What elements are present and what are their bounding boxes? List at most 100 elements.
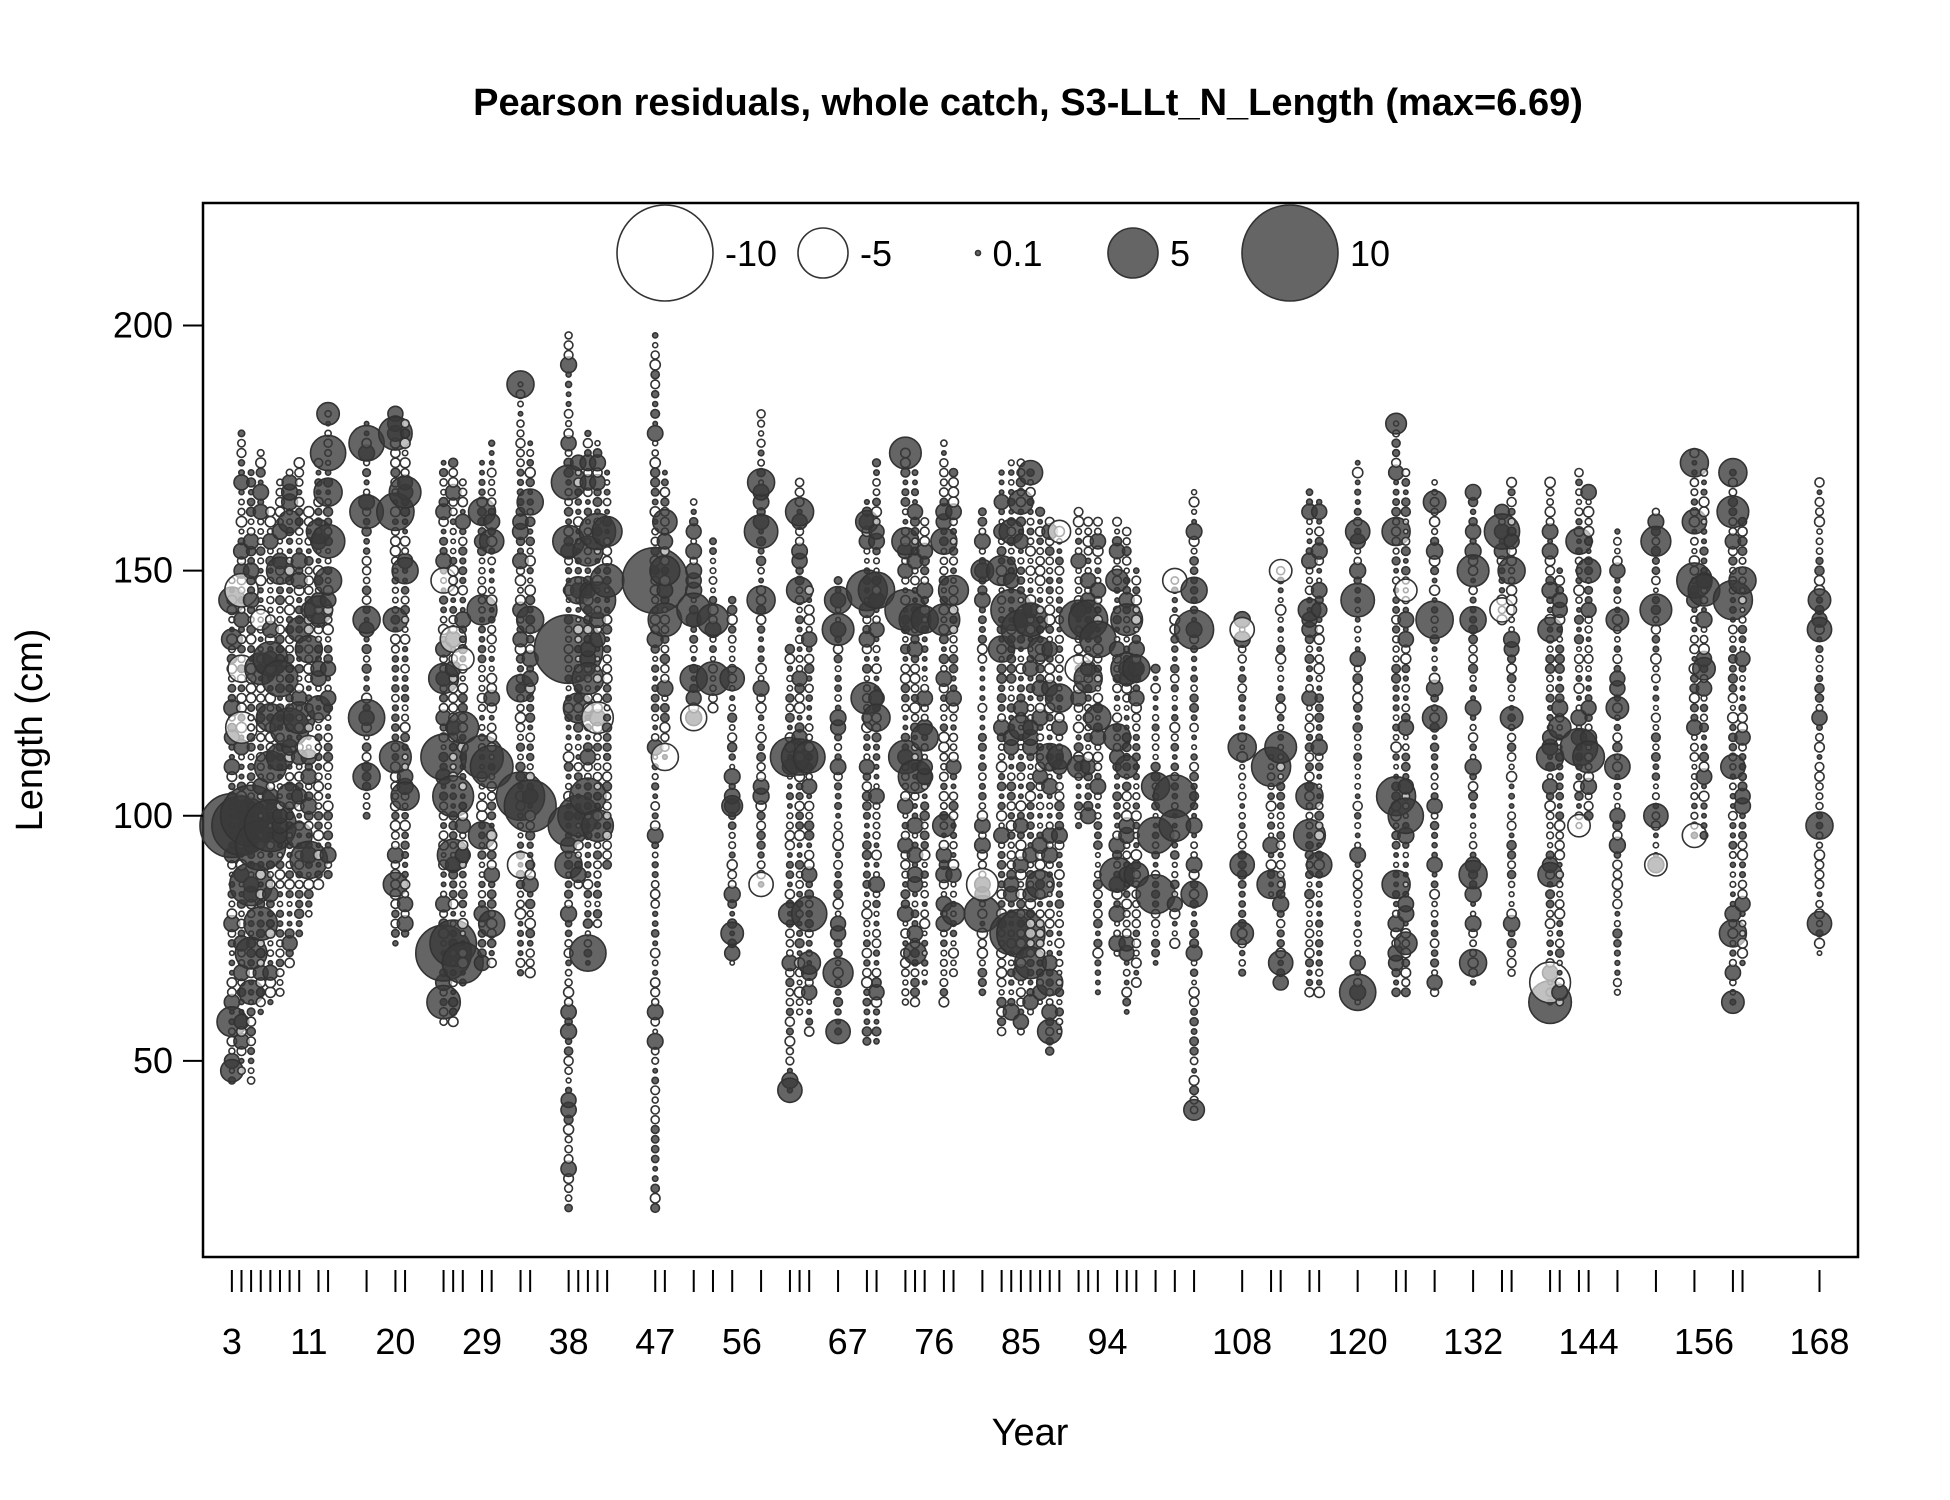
residual-bubble [459,596,467,604]
residual-bubble [487,615,496,624]
residual-bubble [757,723,765,732]
residual-bubble [1431,478,1438,486]
residual-bubble [1190,655,1198,663]
residual-bubble [996,693,1007,704]
residual-bubble [1508,802,1515,809]
residual-bubble [1469,753,1477,761]
residual-bubble [1402,675,1410,682]
residual-bubble [1123,567,1130,575]
residual-bubble [1304,928,1315,939]
residual-bubble [652,655,659,663]
residual-bubble [998,489,1005,496]
residual-bubble [1545,674,1555,683]
residual-bubble [1612,536,1622,546]
residual-bubble [1739,694,1746,702]
residual-bubble [1738,635,1747,644]
residual-bubble [950,822,957,829]
residual-bubble [1094,772,1102,781]
residual-bubble [795,879,805,889]
residual-bubble [515,437,526,449]
residual-bubble [996,1026,1007,1037]
residual-bubble [593,782,602,791]
residual-bubble [1508,763,1515,771]
residual-bubble [526,528,534,535]
residual-bubble [649,1192,661,1204]
residual-bubble [1121,732,1132,743]
residual-bubble [1431,851,1438,859]
residual-bubble [833,948,843,958]
residual-bubble [486,497,497,507]
residual-bubble [1035,909,1045,919]
residual-bubble [478,635,486,643]
residual-bubble [592,918,603,929]
residual-bubble [1401,536,1411,546]
residual-bubble [979,685,986,692]
residual-bubble [284,878,296,890]
residual-bubble [708,575,718,585]
residual-bubble [861,1026,873,1037]
residual-bubble [487,556,497,566]
residual-bubble [948,556,959,566]
residual-bubble [794,800,805,812]
residual-bubble [265,860,276,870]
residual-bubble [921,939,929,947]
residual-bubble [1313,662,1326,675]
residual-bubble [872,517,881,527]
residual-bubble [910,537,919,546]
residual-bubble [1041,954,1058,972]
residual-bubble [238,773,245,780]
residual-bubble [1392,714,1400,722]
residual-bubble [795,654,804,664]
residual-bubble [873,783,880,790]
residual-bubble [1650,712,1662,723]
residual-bubble [1056,1028,1063,1035]
residual-bubble [940,664,948,673]
residual-bubble [1700,822,1708,830]
residual-bubble [1188,496,1200,508]
residual-bubble [459,930,467,937]
residual-bubble [661,469,668,476]
residual-bubble [247,644,256,654]
chart-title: Pearson residuals, whole catch, S3-LLt_N… [473,82,1583,124]
residual-bubble [1575,772,1583,781]
residual-bubble [1354,488,1362,496]
residual-bubble [1053,869,1065,881]
residual-bubble [1815,782,1824,791]
residual-bubble [401,449,409,457]
residual-bubble [1084,527,1093,536]
residual-bubble [255,947,267,959]
residual-bubble [1508,792,1516,800]
residual-bubble [1467,781,1479,792]
residual-bubble [1349,846,1367,864]
residual-bubble [794,722,805,733]
residual-bubble [226,908,238,920]
residual-bubble [1122,576,1131,585]
residual-bubble [1132,742,1141,752]
residual-bubble [1276,929,1285,938]
residual-bubble [1190,674,1199,683]
residual-bubble [726,741,738,753]
residual-bubble [1025,486,1036,498]
residual-bubble [1737,771,1748,782]
residual-bubble [921,861,928,868]
residual-bubble [1815,654,1824,664]
residual-bubble-large [1718,457,1748,488]
residual-bubble [1700,802,1708,810]
residual-bubble [1046,891,1053,898]
residual-bubble [1045,576,1054,585]
residual-bubble [1093,664,1103,673]
residual-bubble [1267,792,1275,801]
residual-bubble [1305,665,1314,673]
residual-bubble [1305,899,1314,909]
residual-bubble [560,1091,577,1109]
residual-bubble [651,812,659,820]
residual-bubble [911,498,918,505]
residual-bubble [870,849,882,861]
residual-bubble [795,811,805,821]
residual-bubble [246,1036,257,1047]
residual-bubble [1007,811,1016,820]
residual-bubble-large [1459,605,1487,634]
residual-bubble-large [391,556,419,585]
residual-bubble [324,714,332,722]
residual-bubble [1132,586,1141,595]
